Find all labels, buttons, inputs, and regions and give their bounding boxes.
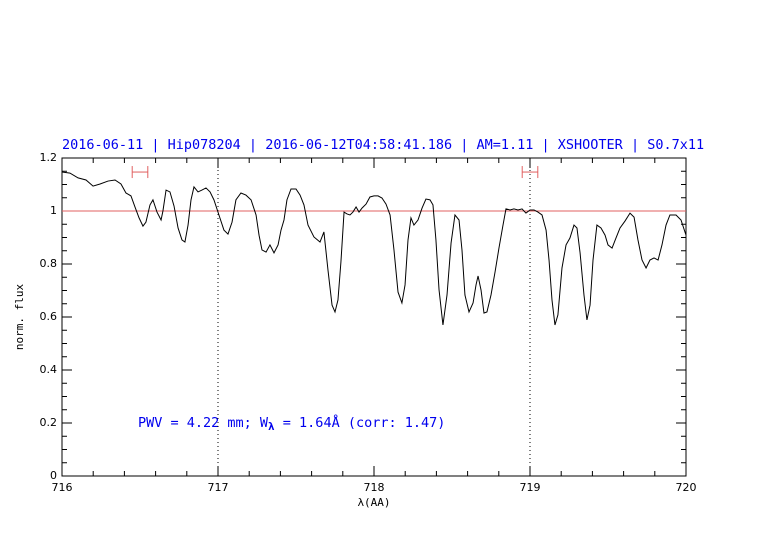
y-tick-label: 1.2: [40, 151, 58, 164]
x-tick-label: 717: [208, 481, 229, 494]
chart-title: 2016-06-11 | Hip078204 | 2016-06-12T04:5…: [62, 137, 704, 153]
x-tick-label: 719: [520, 481, 541, 494]
annotation-text: = 1.64Å (corr: 1.47): [275, 414, 446, 431]
x-tick-label: 718: [364, 481, 385, 494]
y-tick-label: 1: [50, 204, 57, 217]
x-tick-label: 716: [52, 481, 73, 494]
spectrum-line: [61, 171, 687, 326]
y-tick-label: 0.6: [40, 310, 58, 323]
y-axis-label: norm. flux: [13, 284, 26, 351]
x-axis-label: λ(AA): [357, 496, 390, 509]
y-tick-label: 0.4: [40, 363, 58, 376]
annotation-text: PWV = 4.22 mm; W: [138, 415, 269, 431]
annotation: PWV = 4.22 mm; Wλ = 1.64Å (corr: 1.47): [138, 414, 445, 433]
x-tick-label: 720: [676, 481, 697, 494]
y-tick-label: 0.2: [40, 416, 58, 429]
y-tick-label: 0: [50, 469, 57, 482]
y-tick-label: 0.8: [40, 257, 58, 270]
annotation-subscript: λ: [268, 420, 275, 433]
